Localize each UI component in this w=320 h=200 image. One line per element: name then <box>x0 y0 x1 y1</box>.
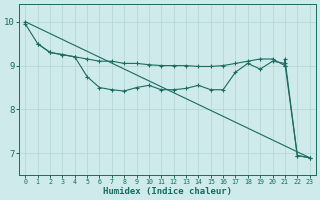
X-axis label: Humidex (Indice chaleur): Humidex (Indice chaleur) <box>103 187 232 196</box>
